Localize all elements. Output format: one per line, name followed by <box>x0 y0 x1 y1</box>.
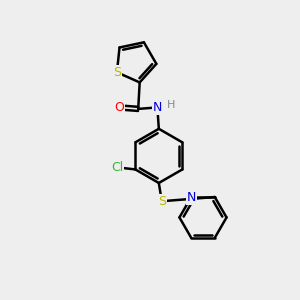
Text: Cl: Cl <box>111 161 123 175</box>
Text: S: S <box>158 195 166 208</box>
Text: H: H <box>167 100 175 110</box>
Text: N: N <box>187 190 196 203</box>
Text: S: S <box>113 66 121 79</box>
Text: N: N <box>153 101 162 114</box>
Text: O: O <box>114 101 124 114</box>
